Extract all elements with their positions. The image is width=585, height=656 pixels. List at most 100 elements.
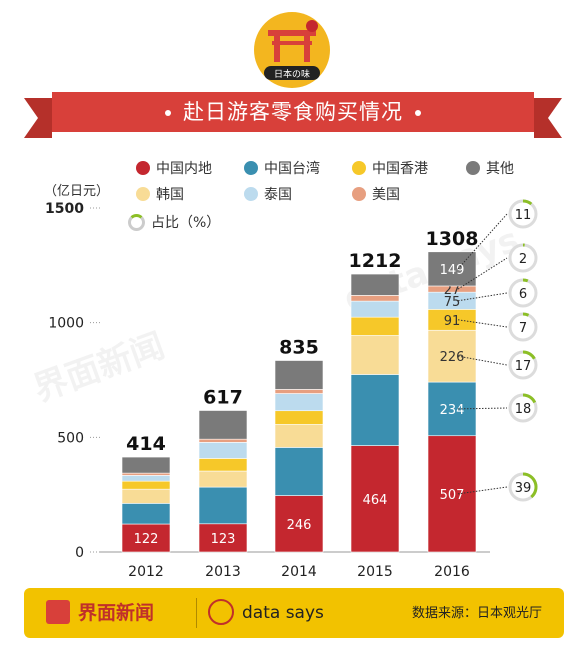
watermark-brand: 界面新闻 <box>28 325 170 410</box>
share-legend: 占比（%） <box>128 212 220 232</box>
bar-segment <box>274 495 324 553</box>
title-bullet-right <box>415 110 421 116</box>
share-ring-icon <box>128 213 145 231</box>
data-source: 数据来源：日本观光厅 <box>411 606 542 621</box>
bar-segment <box>121 456 171 474</box>
emblem-text: 日本の味 <box>274 68 310 80</box>
legend-label: 中国香港 <box>372 161 428 177</box>
share-percent-label: 11 <box>515 208 532 223</box>
footer-brand: 界面新闻 <box>78 602 155 624</box>
segment-value-label: 246 <box>287 518 312 533</box>
footer-divider <box>196 598 197 628</box>
bar-segment <box>121 475 171 482</box>
segment-value-label: 234 <box>440 403 465 418</box>
bar-segment <box>350 316 400 336</box>
bar-segment <box>427 381 477 437</box>
share-leader-line <box>457 292 508 302</box>
share-percent-label: 39 <box>515 481 532 496</box>
bar-segment <box>274 424 324 448</box>
legend-swatch <box>136 161 150 175</box>
share-ring-track <box>508 472 538 502</box>
bar-total-label: 414 <box>126 433 166 455</box>
bar-segment <box>274 447 324 496</box>
bar-segment <box>198 442 248 459</box>
y-tick-label: 0 <box>75 545 84 561</box>
bar-segment <box>121 523 171 553</box>
x-tick-label: 2016 <box>434 564 470 580</box>
bar-segment <box>198 523 248 553</box>
bar-segment <box>350 374 400 446</box>
bar-segment <box>274 360 324 390</box>
bar-segment <box>350 335 400 375</box>
legend-swatch <box>136 187 150 201</box>
bar-total-label: 835 <box>279 337 319 359</box>
watermark-data-says: data says <box>338 219 525 321</box>
share-leader-line <box>457 355 508 366</box>
bar-segment <box>198 470 248 488</box>
legend-swatch <box>352 161 366 175</box>
title-bullet-left <box>165 110 171 116</box>
legend-item-thailand: 泰国 <box>244 184 292 204</box>
x-tick-label: 2014 <box>281 564 317 580</box>
data-says-icon <box>208 599 234 625</box>
share-ring-arc <box>522 312 530 317</box>
jiemian-logo-icon <box>46 600 70 624</box>
legend-item-other: 其他 <box>466 158 514 178</box>
bar-segment <box>274 410 324 425</box>
legend-item-mainland: 中国内地 <box>136 158 212 178</box>
share-ring-arc <box>522 350 536 360</box>
bar-segment <box>121 488 171 504</box>
legend-swatch <box>244 161 258 175</box>
share-percent-label: 18 <box>515 402 532 417</box>
share-ring-arc <box>522 393 537 404</box>
share-leader-line <box>457 319 508 328</box>
bar-segment <box>198 486 248 525</box>
x-tick-label: 2015 <box>357 564 393 580</box>
bar-segment <box>274 393 324 412</box>
share-ring-track <box>508 278 538 308</box>
legend-item-usa: 美国 <box>352 184 400 204</box>
bar-segment <box>198 458 248 472</box>
bar-segment <box>427 435 477 553</box>
share-ring-arc <box>522 472 538 499</box>
bar-segment <box>121 480 171 490</box>
segment-value-label: 91 <box>444 314 461 329</box>
legend-label: 其他 <box>486 161 514 177</box>
bar-total-label: 617 <box>203 387 243 409</box>
y-tick-label: 1000 <box>48 316 84 332</box>
share-percent-label: 7 <box>519 321 527 336</box>
segment-value-label: 123 <box>211 532 236 547</box>
legend-label: 美国 <box>372 187 400 203</box>
segment-value-label: 464 <box>363 493 388 508</box>
footer-bar: 界面新闻 data says 数据来源：日本观光厅 <box>24 588 564 638</box>
share-ring-arc <box>522 278 529 283</box>
legend-item-hongkong: 中国香港 <box>352 158 428 178</box>
legend-swatch <box>244 187 258 201</box>
title-banner: 赴日游客零食购买情况 <box>24 92 562 138</box>
bar-segment <box>274 389 324 394</box>
share-ring-track <box>508 199 538 229</box>
legend-swatch <box>466 161 480 175</box>
share-leader-line <box>457 486 508 495</box>
y-tick-label: 500 <box>57 430 84 446</box>
legend-label: 中国内地 <box>156 161 212 177</box>
x-tick-label: 2013 <box>205 564 241 580</box>
share-ring-track <box>508 393 538 423</box>
bar-segment <box>427 309 477 331</box>
food-emblem-illustration: 日本の味 <box>254 12 330 88</box>
segment-value-label: 75 <box>444 295 461 310</box>
legend-label: 中国台湾 <box>264 161 320 177</box>
segment-value-label: 226 <box>440 350 465 365</box>
bar-segment <box>121 472 171 476</box>
share-legend-label: 占比（%） <box>151 215 221 231</box>
legend-item-taiwan: 中国台湾 <box>244 158 320 178</box>
chart-title-text: 赴日游客零食购买情况 <box>183 100 403 124</box>
segment-value-label: 507 <box>440 488 465 503</box>
legend-swatch <box>352 187 366 201</box>
chart-title: 赴日游客零食购买情况 <box>52 92 534 132</box>
share-percent-label: 17 <box>515 359 532 374</box>
bar-segment <box>350 445 400 553</box>
share-ring-track <box>508 350 538 380</box>
y-tick-label: 1500 <box>45 201 84 217</box>
legend-item-korea: 韩国 <box>136 184 184 204</box>
